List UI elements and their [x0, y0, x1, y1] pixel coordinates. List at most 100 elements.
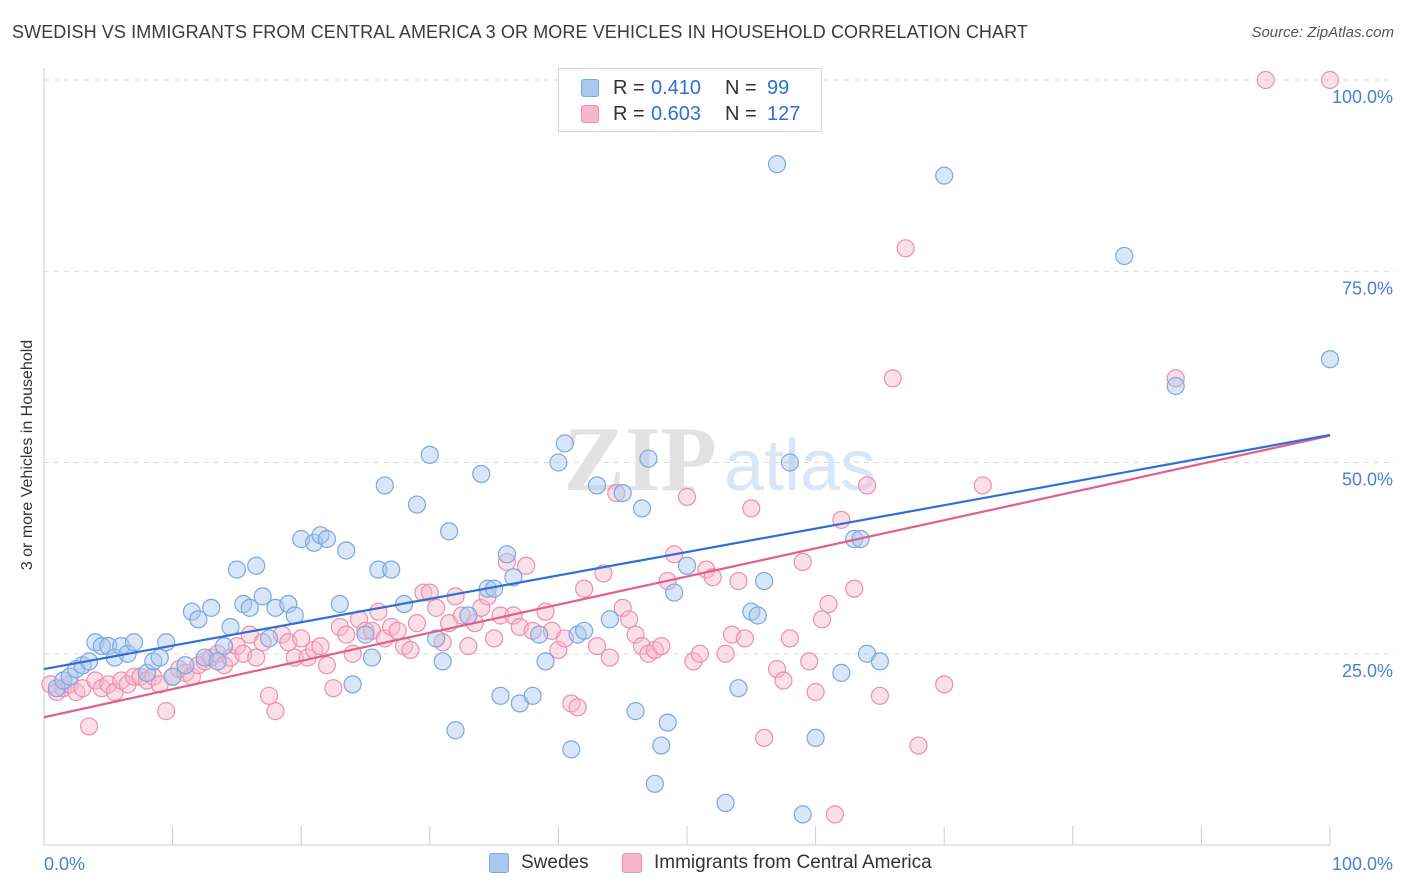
data-point-swedes: [665, 583, 684, 602]
data-point-central-america: [600, 648, 619, 667]
data-point-swedes: [343, 675, 362, 694]
data-point-swedes: [163, 667, 182, 686]
data-point-swedes: [214, 636, 234, 656]
data-point-swedes: [189, 610, 208, 629]
data-point-swedes: [530, 625, 549, 644]
data-point-central-america: [369, 602, 388, 621]
data-point-swedes: [439, 522, 459, 541]
data-point-central-america: [575, 579, 594, 598]
data-point-swedes: [935, 166, 954, 185]
data-point-central-america: [935, 675, 954, 694]
data-point-swedes: [227, 560, 246, 579]
data-point-swedes: [427, 629, 446, 648]
data-point-central-america: [549, 640, 568, 660]
data-point-central-america: [485, 629, 504, 648]
data-point-swedes: [562, 740, 581, 759]
data-point-central-america: [620, 610, 639, 629]
data-point-swedes: [1166, 376, 1185, 396]
chart-title: SWEDISH VS IMMIGRANTS FROM CENTRAL AMERI…: [12, 22, 1029, 42]
data-point-swedes: [832, 663, 851, 682]
data-point-central-america: [819, 594, 838, 614]
data-point-central-america: [388, 621, 407, 640]
axes: [43, 68, 1331, 846]
data-point-central-america: [459, 636, 478, 656]
data-point-central-america: [716, 644, 735, 663]
data-point-swedes: [1115, 246, 1134, 266]
y-tick-label: 50.0%: [1342, 470, 1393, 490]
r-value: 0.603: [651, 102, 702, 125]
watermark-atlas: atlas: [724, 426, 876, 506]
data-point-central-america: [780, 629, 799, 648]
data-point-swedes: [472, 464, 491, 484]
data-point-central-america: [1256, 70, 1275, 90]
data-point-swedes: [767, 155, 787, 174]
data-point-central-america: [401, 640, 420, 660]
swedes-swatch: [581, 79, 599, 97]
n-label: N =: [725, 102, 757, 125]
r-label: R =: [613, 102, 645, 125]
data-point-central-america: [497, 552, 517, 572]
data-point-central-america: [825, 805, 844, 824]
data-point-central-america: [896, 239, 915, 258]
data-point-swedes: [259, 629, 279, 648]
legend-label-central-america: Immigrants from Central America: [654, 852, 932, 873]
data-point-central-america: [806, 682, 825, 702]
legend-row-swedes: R = 0.410 N = 99: [581, 76, 789, 100]
legend-item-swedes[interactable]: Swedes: [489, 852, 589, 874]
data-point-swedes: [459, 606, 478, 625]
data-point-central-america: [568, 698, 587, 717]
data-point-swedes: [536, 652, 555, 671]
data-point-central-america: [337, 625, 356, 644]
data-point-swedes: [92, 636, 111, 656]
data-point-central-america: [690, 644, 709, 663]
data-point-central-america: [774, 671, 793, 690]
data-point-central-america: [755, 728, 774, 748]
n-label: N =: [725, 76, 757, 99]
data-point-swedes: [755, 571, 774, 591]
data-point-swedes: [317, 529, 337, 549]
data-point-swedes: [652, 736, 671, 755]
correlation-legend: R = 0.410 N = 99 R = 0.603 N = 127: [558, 68, 822, 132]
data-point-central-america: [420, 583, 439, 602]
data-point-swedes: [382, 560, 401, 579]
data-point-swedes: [491, 686, 510, 705]
x-tick-label: 0.0%: [44, 854, 85, 874]
trend-line-central-america: [43, 434, 1331, 719]
trend-line-swedes: [43, 433, 1331, 671]
gridlines: [44, 79, 1395, 655]
y-tick-label: 25.0%: [1342, 661, 1393, 681]
data-point-swedes: [497, 545, 517, 564]
data-point-swedes: [806, 728, 825, 748]
data-point-swedes: [420, 445, 439, 464]
data-point-central-america: [587, 636, 607, 656]
data-point-central-america: [292, 629, 311, 648]
data-point-swedes: [240, 598, 259, 617]
data-point-central-america: [793, 552, 812, 572]
data-point-swedes: [645, 774, 664, 793]
data-point-central-america: [356, 621, 375, 640]
data-point-swedes: [632, 499, 652, 518]
data-point-swedes: [870, 652, 890, 671]
data-point-swedes: [330, 594, 349, 614]
legend-item-central-america[interactable]: Immigrants from Central America: [622, 852, 932, 874]
central-america-points: [41, 70, 1340, 824]
data-point-central-america: [247, 648, 266, 667]
y-tick-label: 100.0%: [1332, 87, 1393, 107]
series-legend: Swedes Immigrants from Central America: [0, 852, 1406, 878]
data-point-central-america: [407, 614, 427, 633]
data-point-swedes: [549, 453, 568, 472]
data-point-swedes: [748, 606, 767, 625]
data-point-swedes: [780, 453, 799, 472]
data-point-central-america: [909, 736, 928, 755]
data-point-swedes: [362, 648, 382, 667]
swedes-points: [47, 155, 1340, 824]
data-point-central-america: [973, 476, 992, 495]
data-point-swedes: [337, 541, 356, 560]
y-tick-label: 75.0%: [1342, 278, 1393, 298]
data-point-central-america: [594, 564, 613, 583]
data-point-central-america: [259, 686, 279, 705]
data-point-swedes: [176, 656, 195, 675]
r-value: 0.410: [651, 76, 702, 99]
data-point-central-america: [317, 656, 337, 675]
data-point-swedes: [446, 721, 465, 740]
